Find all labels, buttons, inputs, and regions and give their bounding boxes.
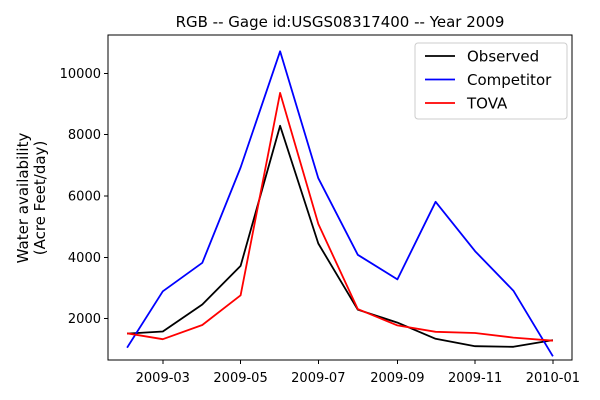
legend-label-tova: TOVA [466, 95, 508, 113]
x-tick-label: 2009-11 [448, 371, 502, 386]
x-tick-label: 2009-03 [136, 371, 190, 386]
x-tick-label: 2010-01 [526, 371, 580, 386]
series-line-competitor [126, 50, 554, 357]
legend-label-competitor: Competitor [467, 71, 552, 89]
legend: Observed Competitor TOVA [414, 42, 568, 120]
ticks-layer: 2009-03 2009-05 2009-07 2009-09 2009-11 2010-… [60, 67, 580, 386]
y-axis-label-line-2: (Acre Feet/day) [31, 141, 49, 256]
chart-title: RGB -- Gage id:USGS08317400 -- Year 2009 [176, 13, 505, 31]
x-tick-label: 2009-09 [370, 371, 424, 386]
series-line-tova [126, 92, 553, 342]
y-tick-label: 4000 [68, 251, 101, 266]
y-tick-label: 2000 [68, 312, 101, 327]
y-axis-label: Water availability (Acre Feet/day) [14, 133, 49, 264]
x-tick-label: 2009-07 [291, 371, 345, 386]
y-tick-label: 6000 [68, 189, 101, 204]
x-tick-label: 2009-05 [213, 371, 267, 386]
y-axis-label-line-1: Water availability [14, 133, 32, 264]
series-layer [126, 50, 554, 357]
legend-label-observed: Observed [467, 48, 539, 66]
y-tick-label: 8000 [68, 128, 101, 143]
legend-frame [414, 42, 568, 120]
series-line-observed [127, 124, 554, 348]
plot-frame [107, 34, 573, 361]
y-tick-label: 10000 [60, 67, 101, 82]
